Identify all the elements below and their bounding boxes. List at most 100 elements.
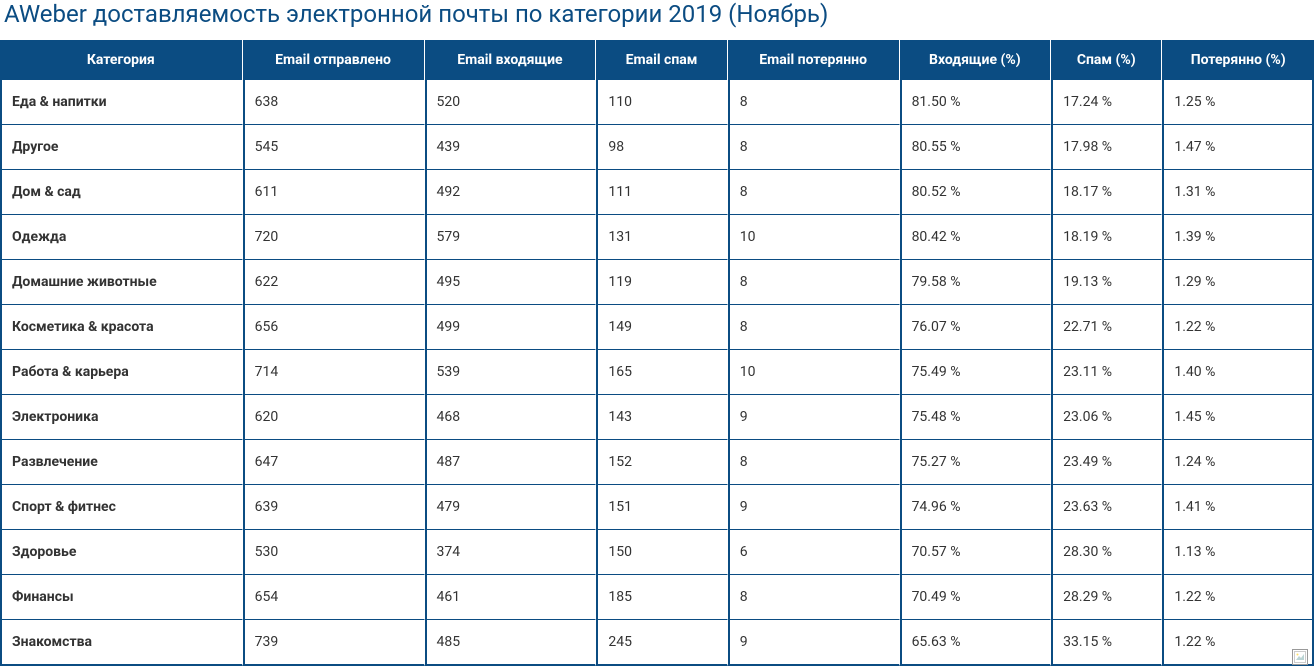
col-header-lost: Email потерянно: [728, 40, 900, 80]
table-row: Здоровье530374150670.57 %28.30 %1.13 %: [0, 530, 1314, 575]
table-row: Дом & сад611492111880.52 %18.17 %1.31 %: [0, 170, 1314, 215]
page-title: AWeber доставляемость электронной почты …: [0, 0, 1314, 40]
cell-spam-pct: 17.98 %: [1051, 125, 1162, 170]
cell-spam-pct: 28.30 %: [1051, 530, 1162, 575]
table-row: Знакомства739485245965.63 %33.15 %1.22 %: [0, 620, 1314, 666]
cell-spam-pct: 23.06 %: [1051, 395, 1162, 440]
cell-lost: 9: [728, 395, 900, 440]
cell-lost-pct: 1.41 %: [1162, 485, 1314, 530]
cell-lost-pct: 1.47 %: [1162, 125, 1314, 170]
cell-lost: 8: [728, 305, 900, 350]
cell-inbox: 539: [425, 350, 597, 395]
cell-spam: 150: [596, 530, 727, 575]
cell-spam-pct: 23.49 %: [1051, 440, 1162, 485]
cell-inbox-pct: 80.52 %: [900, 170, 1052, 215]
cell-spam: 185: [596, 575, 727, 620]
cell-spam: 149: [596, 305, 727, 350]
col-header-inbox: Email входящие: [425, 40, 597, 80]
table-row: Одежда7205791311080.42 %18.19 %1.39 %: [0, 215, 1314, 260]
col-header-category: Категория: [0, 40, 243, 80]
cell-lost-pct: 1.31 %: [1162, 170, 1314, 215]
cell-spam: 119: [596, 260, 727, 305]
cell-lost: 8: [728, 170, 900, 215]
table-row: Развлечение647487152875.27 %23.49 %1.24 …: [0, 440, 1314, 485]
cell-inbox: 479: [425, 485, 597, 530]
cell-spam-pct: 33.15 %: [1051, 620, 1162, 666]
cell-inbox: 495: [425, 260, 597, 305]
cell-category: Работа & карьера: [0, 350, 243, 395]
table-header-row: Категория Email отправлено Email входящи…: [0, 40, 1314, 80]
cell-inbox: 487: [425, 440, 597, 485]
cell-lost: 8: [728, 440, 900, 485]
cell-inbox: 492: [425, 170, 597, 215]
cell-inbox-pct: 81.50 %: [900, 80, 1052, 125]
cell-inbox: 499: [425, 305, 597, 350]
cell-inbox-pct: 76.07 %: [900, 305, 1052, 350]
cell-lost-pct: 1.25 %: [1162, 80, 1314, 125]
cell-sent: 656: [243, 305, 425, 350]
cell-inbox-pct: 75.48 %: [900, 395, 1052, 440]
cell-spam: 110: [596, 80, 727, 125]
cell-spam: 151: [596, 485, 727, 530]
cell-category: Дом & сад: [0, 170, 243, 215]
cell-inbox: 485: [425, 620, 597, 666]
cell-category: Домашние животные: [0, 260, 243, 305]
cell-inbox-pct: 79.58 %: [900, 260, 1052, 305]
table-row: Косметика & красота656499149876.07 %22.7…: [0, 305, 1314, 350]
cell-sent: 720: [243, 215, 425, 260]
cell-spam-pct: 23.11 %: [1051, 350, 1162, 395]
cell-spam: 98: [596, 125, 727, 170]
cell-spam: 165: [596, 350, 727, 395]
cell-sent: 620: [243, 395, 425, 440]
cell-lost: 9: [728, 485, 900, 530]
cell-sent: 647: [243, 440, 425, 485]
cell-lost-pct: 1.29 %: [1162, 260, 1314, 305]
cell-spam-pct: 23.63 %: [1051, 485, 1162, 530]
cell-spam-pct: 18.17 %: [1051, 170, 1162, 215]
cell-lost: 8: [728, 575, 900, 620]
cell-sent: 654: [243, 575, 425, 620]
cell-inbox-pct: 74.96 %: [900, 485, 1052, 530]
cell-category: Косметика & красота: [0, 305, 243, 350]
cell-sent: 638: [243, 80, 425, 125]
cell-inbox-pct: 70.57 %: [900, 530, 1052, 575]
cell-sent: 545: [243, 125, 425, 170]
cell-lost: 8: [728, 260, 900, 305]
cell-sent: 611: [243, 170, 425, 215]
cell-sent: 714: [243, 350, 425, 395]
cell-inbox: 579: [425, 215, 597, 260]
cell-inbox: 439: [425, 125, 597, 170]
cell-category: Знакомства: [0, 620, 243, 666]
cell-category: Финансы: [0, 575, 243, 620]
cell-spam: 245: [596, 620, 727, 666]
cell-inbox: 520: [425, 80, 597, 125]
cell-lost-pct: 1.39 %: [1162, 215, 1314, 260]
table-row: Другое54543998880.55 %17.98 %1.47 %: [0, 125, 1314, 170]
cell-inbox: 468: [425, 395, 597, 440]
cell-spam: 143: [596, 395, 727, 440]
cell-category: Другое: [0, 125, 243, 170]
col-header-spam-pct: Спам (%): [1051, 40, 1162, 80]
cell-inbox-pct: 75.49 %: [900, 350, 1052, 395]
table-body: Еда & напитки638520110881.50 %17.24 %1.2…: [0, 80, 1314, 666]
cell-lost: 6: [728, 530, 900, 575]
cell-spam-pct: 22.71 %: [1051, 305, 1162, 350]
table-row: Работа & карьера7145391651075.49 %23.11 …: [0, 350, 1314, 395]
cell-spam-pct: 17.24 %: [1051, 80, 1162, 125]
cell-spam-pct: 19.13 %: [1051, 260, 1162, 305]
cell-inbox: 374: [425, 530, 597, 575]
cell-category: Здоровье: [0, 530, 243, 575]
table-row: Электроника620468143975.48 %23.06 %1.45 …: [0, 395, 1314, 440]
table-row: Еда & напитки638520110881.50 %17.24 %1.2…: [0, 80, 1314, 125]
cell-spam: 111: [596, 170, 727, 215]
col-header-lost-pct: Потерянно (%): [1162, 40, 1314, 80]
cell-category: Развлечение: [0, 440, 243, 485]
cell-lost: 8: [728, 80, 900, 125]
cell-lost-pct: 1.22 %: [1162, 575, 1314, 620]
cell-inbox-pct: 65.63 %: [900, 620, 1052, 666]
cell-sent: 622: [243, 260, 425, 305]
cell-spam-pct: 28.29 %: [1051, 575, 1162, 620]
cell-inbox-pct: 80.42 %: [900, 215, 1052, 260]
cell-sent: 530: [243, 530, 425, 575]
cell-sent: 739: [243, 620, 425, 666]
